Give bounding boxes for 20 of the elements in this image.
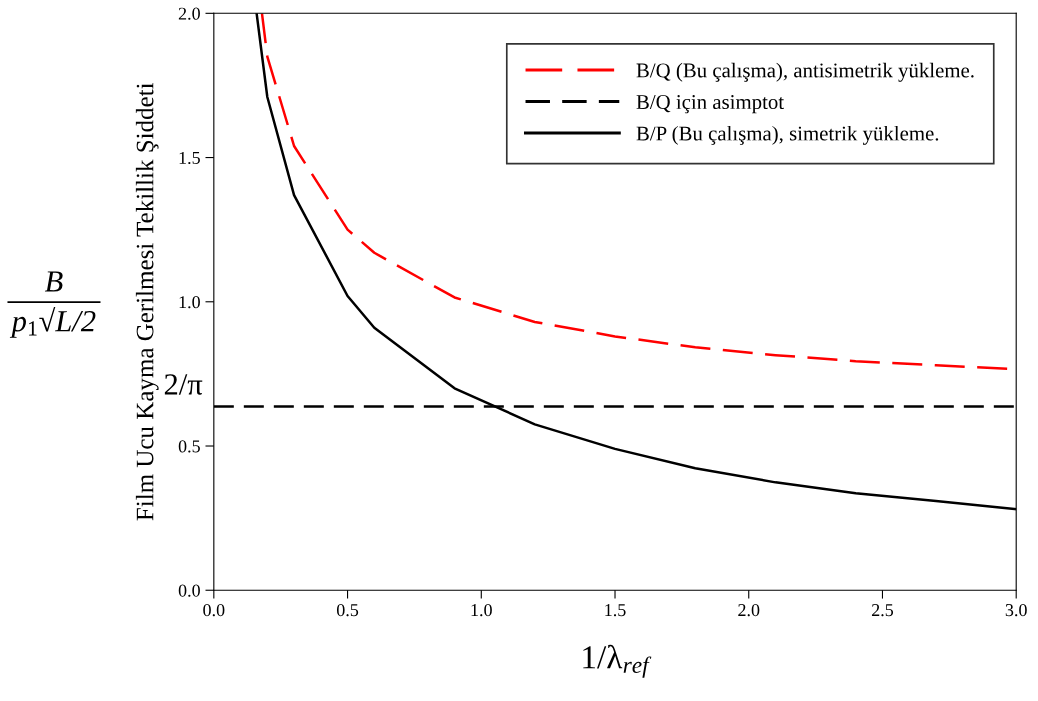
legend-label: B/Q için asimptot — [636, 95, 784, 114]
text: B — [44, 271, 63, 292]
x-axis-title: 1/λ$_{ref}$ — [583, 644, 652, 678]
x-tick-label: 2.0 — [738, 603, 760, 617]
y-axis-title: Film Ucu Kayma Gerilmesi Tekillik Şiddeti — [135, 82, 159, 521]
legend-label: B/Q (Bu çalışma), antisimetrik yükleme. — [636, 62, 974, 82]
x-tick-label: 0.0 — [203, 603, 225, 617]
y-tick-label: 1.0 — [179, 296, 200, 309]
x-tick-label: 1.0 — [471, 603, 492, 617]
legend-label: B/P (Bu çalışma), simetrik yükleme. — [636, 125, 939, 145]
x-tick-label: 2.5 — [871, 604, 894, 617]
text: p$_{1}$√L/2 — [9, 307, 96, 338]
y-tick-label: 1.5 — [179, 151, 200, 165]
y-tick-label: 2.0 — [178, 7, 200, 20]
y-tick-label: 0.0 — [178, 584, 200, 597]
x-tick-label: 0.5 — [336, 603, 359, 617]
y-tick-label: 0.5 — [178, 440, 200, 453]
x-tick-label: 1.5 — [605, 604, 626, 617]
x-tick-label: 3.0 — [1005, 603, 1027, 617]
annotation: 2/π — [164, 374, 203, 395]
